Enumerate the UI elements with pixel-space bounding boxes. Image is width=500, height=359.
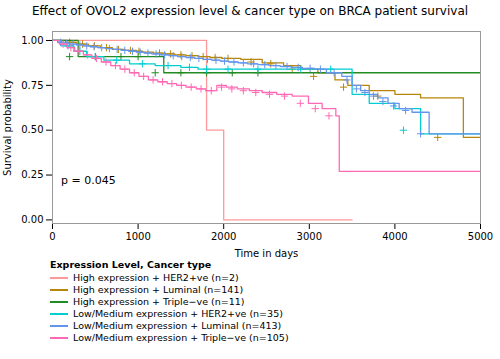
svg-text:Time in days: Time in days [234,248,299,259]
html-text:High expression + Luminal (n=1: High expression + Luminal (n=141) [73,284,244,295]
svg-text:4000: 4000 [382,231,407,242]
html-text:Low/Medium expression + HER2+v: Low/Medium expression + HER2+ve (n=35) [73,308,283,319]
svg-text:0.50: 0.50 [21,124,43,135]
html-text:Effect of OVOL2 expression lev: Effect of OVOL2 expression level & cance… [31,4,469,18]
svg-text:2000: 2000 [211,231,236,242]
html-text:Expression Level, Cancer type: Expression Level, Cancer type [50,259,212,270]
svg-text:0: 0 [49,231,55,242]
svg-text:5000: 5000 [468,231,493,242]
html-text:Low/Medium expression + Lumina: Low/Medium expression + Luminal (n=413) [73,320,282,331]
svg-text:1.00: 1.00 [21,35,43,46]
html-text:High expression + HER2+ve (n=2: High expression + HER2+ve (n=2) [73,272,239,283]
svg-text:0.75: 0.75 [21,80,43,91]
svg-text:Survival probability: Survival probability [2,79,13,176]
html-text:High expression + Triple−ve (n: High expression + Triple−ve (n=11) [73,296,245,307]
svg-text:0.25: 0.25 [21,169,43,180]
svg-text:0.00: 0.00 [21,214,43,225]
svg-text:1000: 1000 [125,231,150,242]
html-text:Low/Medium expression + Triple: Low/Medium expression + Triple−ve (n=105… [73,332,289,343]
svg-text:3000: 3000 [297,231,322,242]
svg-text:p = 0.045: p = 0.045 [61,174,116,187]
